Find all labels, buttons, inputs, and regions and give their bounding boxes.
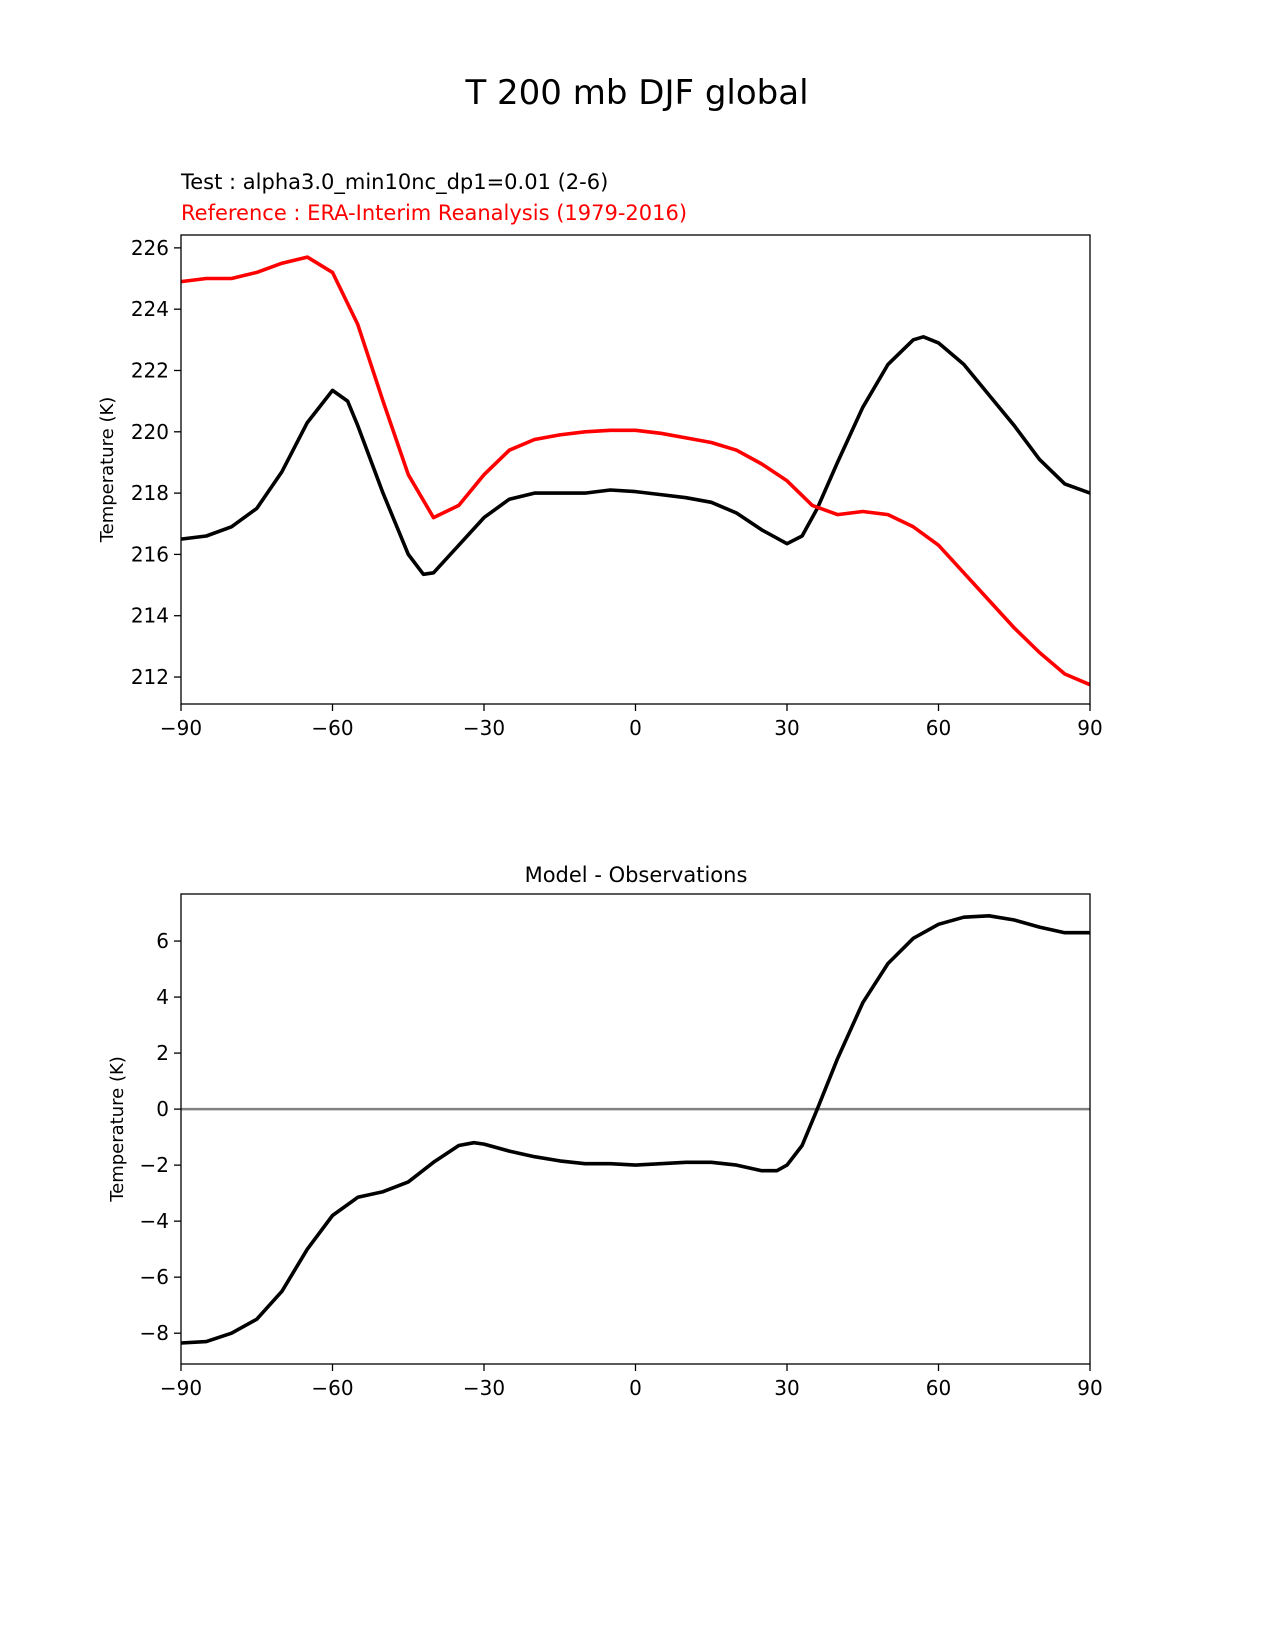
figure-title: T 200 mb DJF global [464,73,808,113]
y-tick-label: −8 [140,1321,169,1345]
y-tick-label: −4 [140,1209,169,1233]
x-tick-label: 0 [629,1376,642,1400]
x-tick-label: 60 [926,1376,951,1400]
series-line-test [180,335,1091,577]
test-label: Test : alpha3.0_min10nc_dp1=0.01 (2-6) [180,170,608,195]
x-tick-label: 90 [1077,716,1102,740]
x-tick-label: 60 [926,716,951,740]
y-tick-label: 222 [131,358,169,382]
reference-label: Reference : ERA-Interim Reanalysis (1979… [181,201,687,225]
y-tick-label: 212 [131,665,169,689]
x-tick-label: −60 [311,1376,353,1400]
y-tick-label: −6 [140,1265,169,1289]
y-tick-label: 220 [131,420,169,444]
y-tick-label: 216 [131,542,169,566]
bottom-title: Model - Observations [525,863,748,887]
series-line-model-observations [180,914,1090,1345]
x-tick-label: −30 [463,1376,505,1400]
x-tick-label: −90 [160,1376,202,1400]
axes-frame [180,893,1091,1365]
y-tick-label: 226 [131,236,169,260]
axes-frame [180,234,1091,705]
x-tick-label: −60 [311,716,353,740]
y-tick-label: 6 [156,929,169,953]
x-tick-label: 0 [629,716,642,740]
y-tick-label: −2 [140,1153,169,1177]
y-tick-label: 2 [156,1041,169,1065]
y-tick-label: 224 [131,297,169,321]
y-tick-label: 218 [131,481,169,505]
x-tick-label: 30 [774,716,799,740]
y-tick-label: 4 [156,985,169,1009]
bottom-plot: −90 −60 −30 0 30 60 90 −8 −6 −4 −2 0 2 4 6 Temperature … [107,893,1103,1400]
y-tick-label: 0 [156,1097,169,1121]
top-plot: −90 −60 −30 0 30 60 90 212 214 216 218 220 222 224 226… [97,234,1103,740]
x-tick-label: 90 [1077,1376,1102,1400]
y-tick-label: 214 [131,604,169,628]
y-axis-label: Temperature (K) [97,397,118,544]
x-tick-label: −90 [160,716,202,740]
x-tick-label: −30 [463,716,505,740]
x-tick-label: 30 [774,1376,799,1400]
series-line-reference [180,255,1091,687]
y-axis-label: Temperature (K) [107,1056,128,1203]
